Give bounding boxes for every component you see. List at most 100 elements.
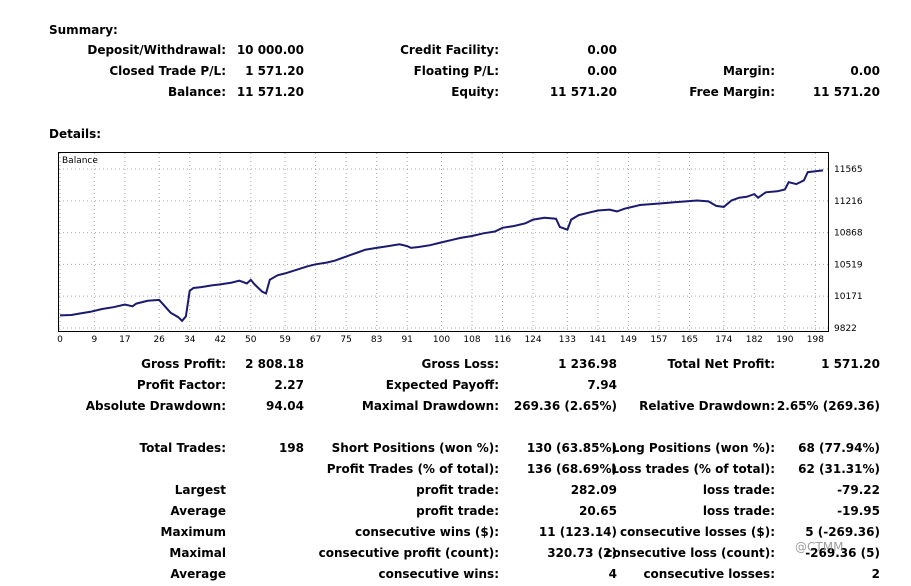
x-tick-label: 133 [559, 335, 576, 345]
trade-value: 20.65 [579, 504, 617, 518]
trade-label: consecutive losses ($): [619, 525, 775, 539]
trade-label: loss trade: [702, 504, 775, 518]
stat-value: 2.27 [274, 378, 304, 392]
trade-value: 68 (77.94%) [798, 441, 880, 455]
x-tick-label: 50 [245, 335, 257, 345]
trade-value: -19.95 [837, 504, 880, 518]
summary-label: Deposit/Withdrawal: [87, 43, 226, 57]
x-tick-label: 67 [310, 335, 321, 345]
trade-value: 2 [871, 567, 880, 581]
balance-chart: Balance 0 9 17 26 34 42 50 59 67 75 83 91 100 108 116 12… [57, 153, 863, 345]
x-tick-label: 141 [589, 335, 606, 345]
x-tick-label: 17 [119, 335, 130, 345]
summary-label: Closed Trade P/L: [109, 64, 226, 78]
details-heading: Details: [49, 127, 102, 141]
trade-label: Long Positions (won %): [611, 441, 775, 455]
summary-label: Balance: [167, 85, 226, 99]
trade-value: 11 (123.14) [538, 525, 617, 539]
y-tick-label: 10868 [834, 229, 863, 239]
stat-value: 94.04 [266, 399, 304, 413]
stat-label: Absolute Drawdown: [85, 399, 226, 413]
y-tick-label: 11565 [834, 165, 863, 175]
x-tick-label: 0 [57, 335, 63, 345]
summary-value: 0.00 [587, 64, 617, 78]
summary-value: 11 571.20 [812, 85, 880, 99]
trade-value: 130 (63.85%) [526, 441, 617, 455]
summary-value: 11 571.20 [549, 85, 617, 99]
summary-label: Floating P/L: [413, 64, 499, 78]
trade-value: 5 (-269.36) [805, 525, 880, 539]
x-tick-label: 42 [215, 335, 226, 345]
trade-label: consecutive profit (count): [318, 546, 499, 560]
stat-label: Maximal Drawdown: [361, 399, 499, 413]
summary-label: Free Margin: [689, 85, 775, 99]
x-tick-label: 59 [279, 335, 291, 345]
x-tick-label: 75 [340, 335, 351, 345]
trade-value: 4 [608, 567, 617, 581]
trade-value: 198 [278, 441, 304, 455]
x-tick-label: 26 [153, 335, 165, 345]
trade-label: consecutive losses: [643, 567, 775, 581]
trade-value: -79.22 [837, 483, 880, 497]
trade-value: 136 (68.69%) [526, 462, 617, 476]
chart-title: Balance [62, 156, 98, 166]
trade-label: Average [170, 504, 226, 518]
stat-value: 1 236.98 [558, 357, 617, 371]
stat-label: Gross Loss: [421, 357, 499, 371]
y-tick-label: 10519 [834, 260, 863, 270]
trade-label: Maximum [160, 525, 226, 539]
trade-label: consecutive wins: [378, 567, 499, 581]
x-tick-label: 124 [524, 335, 541, 345]
x-tick-label: 182 [746, 335, 763, 345]
x-tick-label: 174 [715, 335, 732, 345]
balance-chart-frame [58, 152, 829, 332]
trade-value: 62 (31.31%) [798, 462, 880, 476]
trade-value: 282.09 [570, 483, 617, 497]
trade-label: Short Positions (won %): [331, 441, 499, 455]
watermark: @CTMM [795, 540, 844, 554]
summary-heading: Summary: [49, 23, 118, 37]
x-tick-label: 83 [371, 335, 382, 345]
trade-label: Loss trades (% of total): [611, 462, 775, 476]
x-tick-label: 157 [650, 335, 667, 345]
x-tick-label: 116 [494, 335, 511, 345]
summary-value: 10 000.00 [236, 43, 304, 57]
summary-value: 1 571.20 [245, 64, 304, 78]
stat-label: Profit Factor: [136, 378, 226, 392]
stat-label: Total Net Profit: [667, 357, 775, 371]
trade-label: Largest [174, 483, 226, 497]
x-tick-label: 9 [91, 335, 97, 345]
summary-value: 0.00 [587, 43, 617, 57]
balance-series-line [59, 169, 824, 323]
stat-value: 7.94 [587, 378, 617, 392]
x-tick-label: 91 [401, 335, 412, 345]
stat-value: 2 808.18 [245, 357, 304, 371]
summary-label: Equity: [451, 85, 499, 99]
x-tick-label: 165 [681, 335, 698, 345]
trade-label: profit trade: [416, 483, 499, 497]
x-tick-label: 34 [184, 335, 196, 345]
trade-value: -269.36 (5) [805, 546, 880, 560]
stat-label: Gross Profit: [141, 357, 226, 371]
stat-value: 269.36 (2.65%) [513, 399, 617, 413]
x-tick-label: 190 [776, 335, 793, 345]
summary-label: Margin: [722, 64, 775, 78]
trade-label: profit trade: [416, 504, 499, 518]
trade-label: consecutive wins ($): [354, 525, 499, 539]
trade-label: Maximal [169, 546, 226, 560]
trade-label: Average [170, 567, 226, 581]
x-tick-label: 149 [620, 335, 637, 345]
y-tick-label: 10171 [834, 292, 863, 302]
summary-value: 0.00 [850, 64, 880, 78]
stat-label: Expected Payoff: [385, 378, 499, 392]
summary-value: 11 571.20 [236, 85, 304, 99]
stat-label: Relative Drawdown: [639, 399, 775, 413]
trade-label: consecutive loss (count): [605, 546, 775, 560]
summary-label: Credit Facility: [400, 43, 499, 57]
x-tick-label: 108 [463, 335, 480, 345]
trade-label: Total Trades: [139, 441, 226, 455]
trade-label: Profit Trades (% of total): [326, 462, 499, 476]
y-tick-label: 9822 [834, 324, 857, 334]
trade-value: 320.73 (2) [547, 546, 617, 560]
stat-value: 1 571.20 [821, 357, 880, 371]
